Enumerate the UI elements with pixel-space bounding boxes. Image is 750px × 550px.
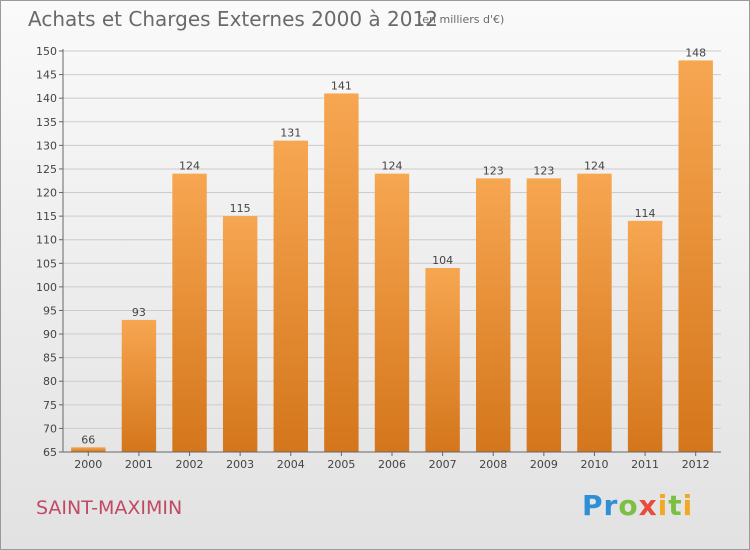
y-tick-label: 100 — [36, 281, 57, 294]
x-tick-label: 2008 — [479, 458, 507, 471]
data-label: 104 — [432, 254, 453, 267]
y-tick-label: 125 — [36, 163, 57, 176]
y-tick-label: 110 — [36, 234, 57, 247]
y-tick-label: 75 — [43, 399, 57, 412]
data-label: 114 — [635, 207, 656, 220]
bar — [577, 173, 612, 453]
y-tick-label: 85 — [43, 352, 57, 365]
bar — [273, 140, 308, 452]
x-tick-label: 2012 — [682, 458, 710, 471]
x-tick-label: 2000 — [74, 458, 102, 471]
data-label: 123 — [533, 164, 554, 177]
y-tick-label: 115 — [36, 210, 57, 223]
y-tick-label: 120 — [36, 187, 57, 200]
x-tick-label: 2003 — [226, 458, 254, 471]
y-tick-label: 140 — [36, 92, 57, 105]
x-tick-label: 2011 — [631, 458, 659, 471]
bar — [71, 447, 106, 452]
data-label: 124 — [382, 160, 403, 173]
bar — [374, 173, 410, 453]
data-label: 123 — [483, 164, 504, 177]
data-label: 131 — [280, 127, 301, 140]
chart-title: Achats et Charges Externes 2000 à 2012 — [28, 7, 438, 31]
bar — [222, 216, 258, 452]
y-tick-label: 70 — [43, 422, 57, 435]
bar — [678, 60, 713, 452]
y-tick-label: 65 — [43, 446, 57, 459]
bar — [324, 93, 359, 452]
x-tick-label: 2004 — [277, 458, 305, 471]
bar — [627, 220, 663, 452]
bar — [121, 319, 157, 452]
y-tick-label: 135 — [36, 116, 57, 129]
x-tick-label: 2006 — [378, 458, 406, 471]
x-tick-label: 2009 — [530, 458, 558, 471]
data-label: 115 — [230, 202, 251, 215]
x-tick-label: 2010 — [580, 458, 608, 471]
y-tick-label: 95 — [43, 304, 57, 317]
data-label: 141 — [331, 79, 352, 92]
y-tick-label: 130 — [36, 139, 57, 152]
data-label: 124 — [179, 160, 200, 173]
data-label: 124 — [584, 160, 605, 173]
x-tick-label: 2002 — [176, 458, 204, 471]
x-tick-label: 2007 — [429, 458, 457, 471]
bar — [425, 268, 460, 452]
x-tick-label: 2005 — [327, 458, 355, 471]
data-label: 148 — [685, 46, 706, 59]
y-tick-label: 105 — [36, 257, 57, 270]
data-label: 93 — [132, 306, 146, 319]
chart-subtitle: (en milliers d'€) — [418, 13, 505, 26]
bar — [526, 178, 562, 452]
y-tick-label: 145 — [36, 69, 57, 82]
bar — [172, 173, 207, 453]
proxiti-logo[interactable]: Proxiti — [582, 489, 694, 522]
x-tick-label: 2001 — [125, 458, 153, 471]
y-tick-label: 90 — [43, 328, 57, 341]
bar — [476, 178, 511, 452]
y-tick-label: 150 — [36, 45, 57, 58]
data-label: 66 — [81, 433, 95, 446]
location-label: SAINT-MAXIMIN — [36, 497, 183, 519]
y-tick-label: 80 — [43, 375, 57, 388]
